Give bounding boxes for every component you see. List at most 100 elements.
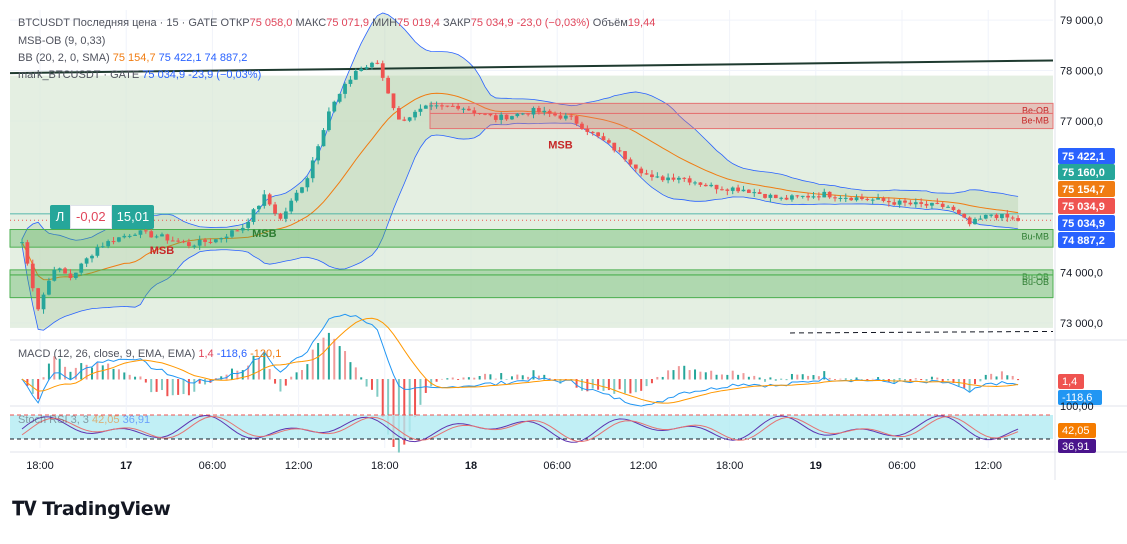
macd-histogram-bar bbox=[214, 378, 217, 380]
candle-body bbox=[779, 197, 784, 199]
macd-histogram-bar bbox=[984, 374, 987, 380]
macd-histogram-bar bbox=[322, 337, 325, 380]
candle-body bbox=[73, 272, 78, 278]
macd-line bbox=[21, 313, 1019, 407]
macd-histogram-bar bbox=[37, 379, 40, 400]
msb-label: MSB bbox=[150, 245, 175, 257]
x-tick-label: 19 bbox=[810, 460, 822, 472]
candle-body bbox=[160, 234, 164, 237]
macd-histogram-bar bbox=[871, 378, 874, 380]
candle-body bbox=[612, 142, 617, 151]
macd-histogram-bar bbox=[354, 367, 357, 380]
macd-histogram-bar bbox=[828, 377, 831, 380]
candle-body bbox=[542, 110, 547, 113]
tradingview-logo[interactable]: 𝐓𝐕 TradingView bbox=[12, 498, 171, 520]
macd-histogram-bar bbox=[69, 371, 72, 380]
macd-histogram-bar bbox=[257, 357, 260, 380]
msb-ob-legend[interactable]: MSB-OB (9, 0,33) bbox=[18, 35, 106, 47]
macd-histogram-bar bbox=[274, 379, 277, 384]
macd-histogram-bar bbox=[758, 377, 761, 380]
candle-body bbox=[106, 241, 111, 247]
candle-body bbox=[930, 202, 934, 206]
stoch-legend[interactable]: Stoch RSI 3, 3 42,05 36,91 bbox=[18, 413, 150, 427]
macd-histogram-bar bbox=[311, 349, 314, 380]
macd-histogram-bar bbox=[505, 379, 508, 380]
candle-body bbox=[698, 182, 703, 185]
macd-histogram-bar bbox=[925, 379, 928, 381]
macd-histogram-bar bbox=[780, 378, 783, 380]
bb-upper-value: 75 422,1 bbox=[158, 52, 202, 64]
stoch-k-tag-label: 42,05 bbox=[1062, 425, 1090, 437]
candle-body bbox=[935, 202, 940, 204]
macd-histogram-bar bbox=[58, 358, 61, 380]
macd-legend[interactable]: MACD (12, 26, close, 9, EMA, EMA) 1,4 -1… bbox=[18, 347, 281, 361]
candle-body bbox=[143, 230, 148, 232]
macd-hist-value: 1,4 bbox=[198, 348, 214, 360]
candle-body bbox=[176, 240, 181, 242]
mark-value: 75 034,9 bbox=[142, 69, 186, 81]
macd-histogram-bar bbox=[134, 376, 137, 380]
macd-histogram-bar bbox=[860, 379, 863, 380]
stoch-label: Stoch RSI 3, 3 bbox=[18, 414, 89, 426]
candle-body bbox=[671, 177, 676, 180]
macd-histogram-bar bbox=[656, 376, 659, 380]
macd-histogram-bar bbox=[844, 378, 847, 380]
candle-body bbox=[536, 107, 541, 113]
macd-histogram-bar bbox=[370, 379, 373, 390]
limit-button[interactable]: Л bbox=[50, 205, 70, 229]
candle-body bbox=[962, 213, 967, 218]
macd-histogram-bar bbox=[704, 372, 707, 380]
macd-histogram-bar bbox=[537, 375, 540, 380]
bb-label: BB (20, 2, 0, SMA) bbox=[18, 52, 110, 64]
macd-histogram-bar bbox=[338, 346, 341, 380]
macd-histogram-bar bbox=[47, 363, 50, 380]
macd-histogram-bar bbox=[1006, 375, 1009, 380]
macd-histogram-bar bbox=[737, 374, 740, 380]
macd-histogram-bar bbox=[473, 377, 476, 380]
candle-body bbox=[849, 197, 854, 201]
trade-value[interactable]: 15,01 bbox=[111, 205, 155, 229]
candle-body bbox=[741, 189, 746, 192]
zone-label: Be-OB bbox=[1022, 105, 1049, 115]
macd-histogram-bar bbox=[936, 377, 939, 380]
macd-histogram-bar bbox=[796, 374, 799, 380]
macd-histogram-bar bbox=[613, 379, 616, 394]
macd-value: -118,6 bbox=[216, 348, 248, 360]
candle-body bbox=[940, 203, 945, 207]
candle-body bbox=[827, 191, 832, 198]
macd-histogram-bar bbox=[559, 379, 562, 384]
mark-legend[interactable]: mark_BTCUSDT · GATE 75 034,9 -23,9 (−0,0… bbox=[18, 68, 261, 82]
macd-histogram-bar bbox=[236, 370, 239, 380]
candle-body bbox=[714, 184, 719, 190]
macd-histogram-bar bbox=[349, 362, 352, 380]
bb-legend[interactable]: BB (20, 2, 0, SMA) 75 154,7 75 422,1 74 … bbox=[18, 51, 247, 65]
candle-body bbox=[397, 108, 401, 120]
candle-body bbox=[181, 241, 186, 243]
candle-body bbox=[337, 93, 342, 102]
macd-histogram-bar bbox=[909, 379, 912, 382]
macd-histogram-bar bbox=[446, 378, 449, 380]
macd-histogram-bar bbox=[710, 370, 713, 380]
candle-body bbox=[477, 113, 482, 115]
candle-body bbox=[644, 173, 649, 175]
candle-body bbox=[515, 113, 520, 117]
trade-widget[interactable]: Л -0,02 15,01 bbox=[50, 205, 155, 229]
candle-body bbox=[811, 196, 816, 198]
candle-body bbox=[956, 209, 961, 214]
symbol-prefix: BTCUSDT Последняя цена · 15 · GATE ОТКР bbox=[18, 17, 250, 29]
change-value: -23,0 (−0,03%) bbox=[516, 17, 590, 29]
macd-label: MACD (12, 26, close, 9, EMA, EMA) bbox=[18, 348, 196, 360]
zone-bu-ob bbox=[9, 274, 1054, 299]
candle-body bbox=[57, 268, 62, 270]
candle-body bbox=[197, 239, 202, 246]
candle-body bbox=[429, 105, 434, 107]
price-axis-tag bbox=[1058, 164, 1115, 180]
candle-body bbox=[100, 246, 105, 248]
high-label: МАКС bbox=[295, 17, 327, 29]
open-value: 75 058,0 bbox=[249, 17, 293, 29]
x-tick-label: 06:00 bbox=[888, 460, 916, 472]
candle-body bbox=[246, 221, 251, 228]
candle-body bbox=[574, 116, 579, 124]
